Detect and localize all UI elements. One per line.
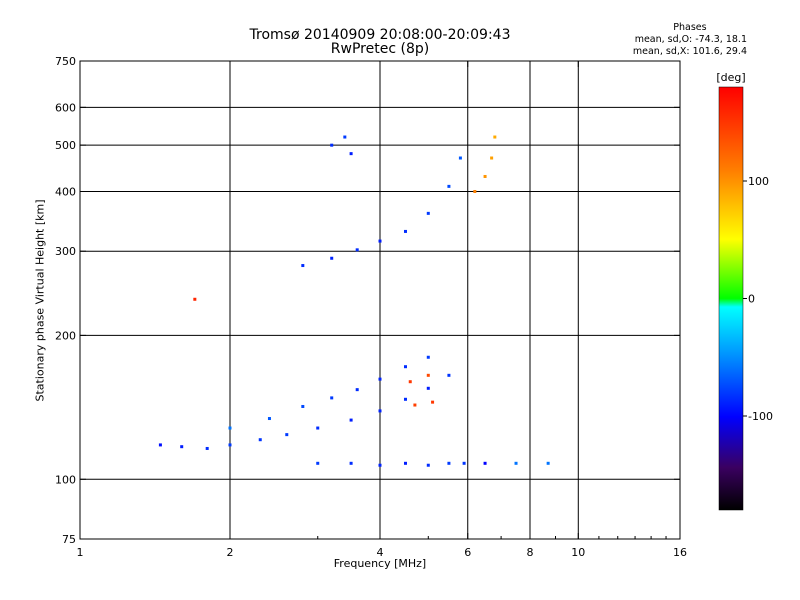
data-point xyxy=(493,135,497,139)
x-tick-label: 10 xyxy=(571,546,585,559)
x-tick-label: 8 xyxy=(527,546,534,559)
data-point xyxy=(355,388,359,392)
data-point xyxy=(403,461,407,465)
data-point xyxy=(228,443,232,447)
data-point xyxy=(378,409,382,413)
y-tick-label: 300 xyxy=(55,245,76,258)
data-point xyxy=(301,264,305,268)
data-point xyxy=(447,373,451,377)
colorbar-label: [deg] xyxy=(716,71,745,84)
y-tick-label: 500 xyxy=(55,139,76,152)
chart-subtitle: RwPretec (8p) xyxy=(330,41,430,57)
data-point xyxy=(426,386,430,390)
colorbar-tick-label: 0 xyxy=(748,293,755,306)
colorbar xyxy=(718,86,744,511)
y-tick-label: 100 xyxy=(55,473,76,486)
data-point xyxy=(378,377,382,381)
data-point xyxy=(403,229,407,233)
data-point xyxy=(447,184,451,188)
data-point xyxy=(473,189,477,193)
x-tick-label: 4 xyxy=(377,546,384,559)
colorbar-ticks: 100 0 -100 xyxy=(743,175,773,423)
data-point xyxy=(546,461,550,465)
axis-ticks: 1 2 4 6 8 10 16 75 100 200 300 400 500 600 750 xyxy=(55,55,687,559)
y-tick-label: 75 xyxy=(62,533,76,546)
x-tick-label: 16 xyxy=(673,546,687,559)
colorbar-tick-label: -100 xyxy=(748,410,773,423)
data-point xyxy=(403,397,407,401)
phases-x-stats: mean, sd,X: 101.6, 29.4 xyxy=(632,46,747,57)
data-point xyxy=(180,445,184,449)
x-tick-label: 6 xyxy=(464,546,471,559)
data-point xyxy=(301,404,305,408)
y-tick-label: 200 xyxy=(55,329,76,342)
data-point xyxy=(330,256,334,260)
scatter-points xyxy=(158,135,550,467)
data-point xyxy=(349,152,353,156)
data-point xyxy=(267,417,271,421)
data-point xyxy=(483,174,487,178)
data-point xyxy=(514,461,518,465)
data-point xyxy=(426,373,430,377)
x-axis-label: Frequency [MHz] xyxy=(334,557,426,570)
data-point xyxy=(193,297,197,301)
data-point xyxy=(330,396,334,400)
data-point xyxy=(426,355,430,359)
data-point xyxy=(316,426,320,430)
data-point xyxy=(413,403,417,407)
data-point xyxy=(258,438,262,442)
data-point xyxy=(378,239,382,243)
x-tick-label: 2 xyxy=(227,546,234,559)
data-point xyxy=(462,461,466,465)
data-point xyxy=(158,443,162,447)
y-tick-label: 600 xyxy=(55,101,76,114)
data-point xyxy=(447,461,451,465)
data-point xyxy=(483,461,487,465)
y-tick-label: 750 xyxy=(55,55,76,68)
y-tick-label: 400 xyxy=(55,185,76,198)
data-point xyxy=(408,380,412,384)
data-point xyxy=(349,418,353,422)
grid-lines xyxy=(80,61,680,539)
data-point xyxy=(403,365,407,369)
data-point xyxy=(490,156,494,160)
data-point xyxy=(355,248,359,252)
data-point xyxy=(458,156,462,160)
data-point xyxy=(426,211,430,215)
chart-title: Tromsø 20140909 20:08:00-20:09:43 xyxy=(249,27,511,43)
data-point xyxy=(228,426,232,430)
data-point xyxy=(349,461,353,465)
phases-o-stats: mean, sd,O: -74.3, 18.1 xyxy=(634,34,747,45)
data-point xyxy=(316,461,320,465)
data-point xyxy=(426,463,430,467)
phases-legend: Phases mean, sd,O: -74.3, 18.1 mean, sd,… xyxy=(633,22,747,58)
colorbar-tick-label: 100 xyxy=(748,175,769,188)
data-point xyxy=(330,143,334,147)
data-point xyxy=(285,433,289,437)
x-tick-label: 1 xyxy=(77,546,84,559)
phases-title: Phases xyxy=(673,22,707,33)
data-point xyxy=(378,463,382,467)
data-point xyxy=(431,400,435,404)
data-point xyxy=(205,446,209,450)
data-point xyxy=(343,135,347,139)
